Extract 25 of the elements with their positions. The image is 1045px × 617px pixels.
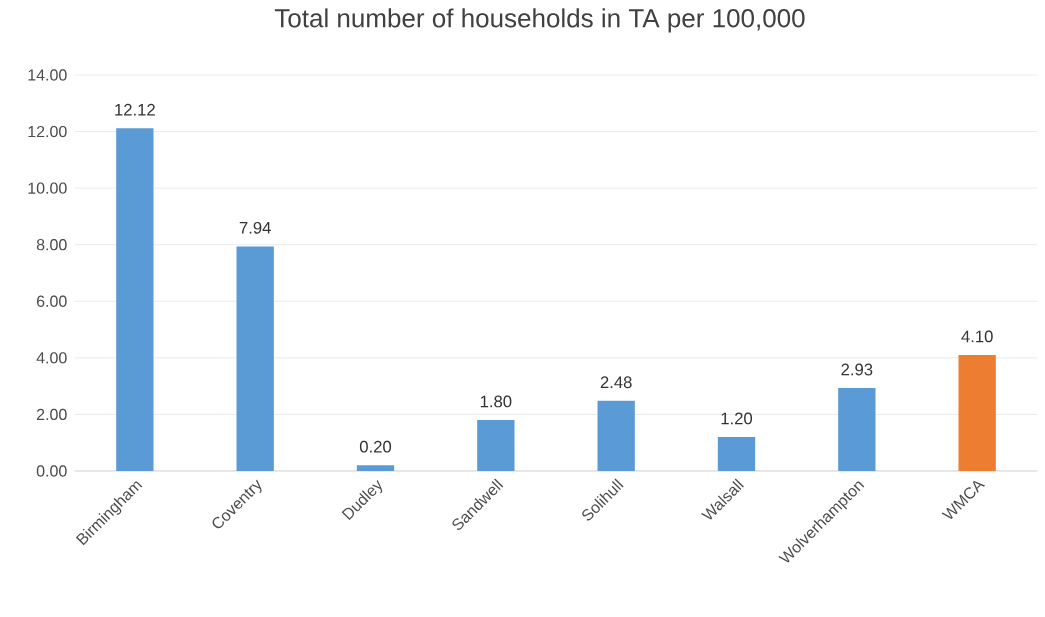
bar bbox=[597, 400, 635, 471]
data-label: 1.80 bbox=[480, 395, 512, 408]
y-tick-label: 6.00 bbox=[36, 295, 67, 307]
chart-title: Total number of households in TA per 100,000 bbox=[274, 8, 805, 33]
data-label: 12.12 bbox=[115, 103, 155, 116]
y-tick-label: 14.00 bbox=[28, 69, 67, 81]
data-label: 2.48 bbox=[600, 376, 632, 389]
data-label: 1.20 bbox=[721, 412, 753, 425]
bar bbox=[717, 437, 756, 471]
bar bbox=[116, 128, 154, 471]
bar bbox=[838, 388, 876, 471]
y-tick-label: 0.00 bbox=[36, 465, 67, 477]
y-tick-label: 2.00 bbox=[36, 408, 67, 421]
data-label: 2.93 bbox=[841, 363, 873, 376]
y-tick-label: 8.00 bbox=[36, 239, 67, 251]
bar bbox=[477, 420, 515, 471]
data-label: 4.10 bbox=[961, 330, 993, 343]
bar bbox=[958, 355, 996, 471]
bar bbox=[356, 465, 395, 471]
y-tick-label: 10.00 bbox=[28, 182, 67, 194]
data-label: 0.20 bbox=[359, 440, 392, 453]
y-tick-label: 12.00 bbox=[28, 125, 67, 138]
bar bbox=[236, 246, 274, 471]
y-tick-label: 4.00 bbox=[36, 352, 67, 364]
data-label: 7.94 bbox=[239, 221, 271, 234]
